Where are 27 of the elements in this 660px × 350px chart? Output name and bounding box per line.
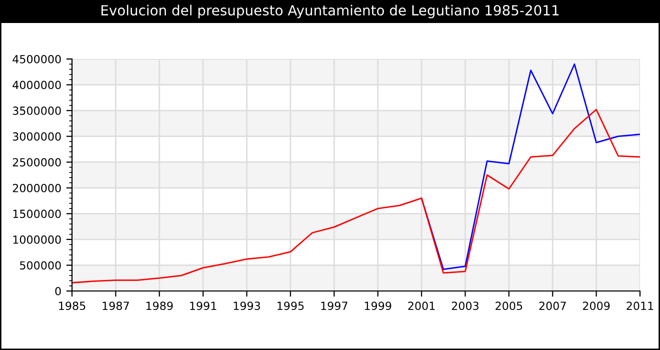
y-tick-label: 4000000 — [12, 80, 61, 90]
chart-title: Evolucion del presupuesto Ayuntamiento de Legutiano 1985-2011 — [102, 4, 559, 18]
x-tick-label: 2011 — [626, 302, 654, 310]
line-series — [72, 108, 640, 284]
y-tick-label: 500000 — [20, 261, 61, 270]
y-tick-label: 4500000 — [12, 54, 61, 64]
y-tick-label: 0 — [55, 286, 61, 296]
line-series — [420, 63, 640, 270]
y-tick-label: 1500000 — [13, 210, 61, 218]
x-tick-label: 2001 — [408, 302, 435, 310]
y-tick-label: 1000000 — [13, 235, 61, 244]
x-tick-label: 1997 — [321, 302, 348, 310]
x-tick-label: 2009 — [582, 302, 610, 310]
x-tick-label: 2005 — [496, 302, 522, 310]
x-tick-label: 1987 — [102, 302, 129, 310]
x-tick-label: 1999 — [364, 302, 392, 310]
y-tick-label: 2500000 — [12, 158, 61, 166]
x-tick-label: 1995 — [278, 302, 304, 310]
y-tick-label: 2000000 — [12, 184, 61, 192]
x-tick-label: 2003 — [452, 302, 478, 310]
y-tick-label: 3000000 — [12, 132, 61, 141]
x-tick-label: 2007 — [539, 302, 566, 310]
y-tick-label: 3500000 — [12, 106, 61, 115]
x-tick-label: 1985 — [59, 302, 86, 310]
x-tick-label: 1989 — [146, 302, 173, 310]
x-tick-label: 1991 — [190, 302, 216, 310]
x-tick-label: 1993 — [234, 302, 260, 310]
